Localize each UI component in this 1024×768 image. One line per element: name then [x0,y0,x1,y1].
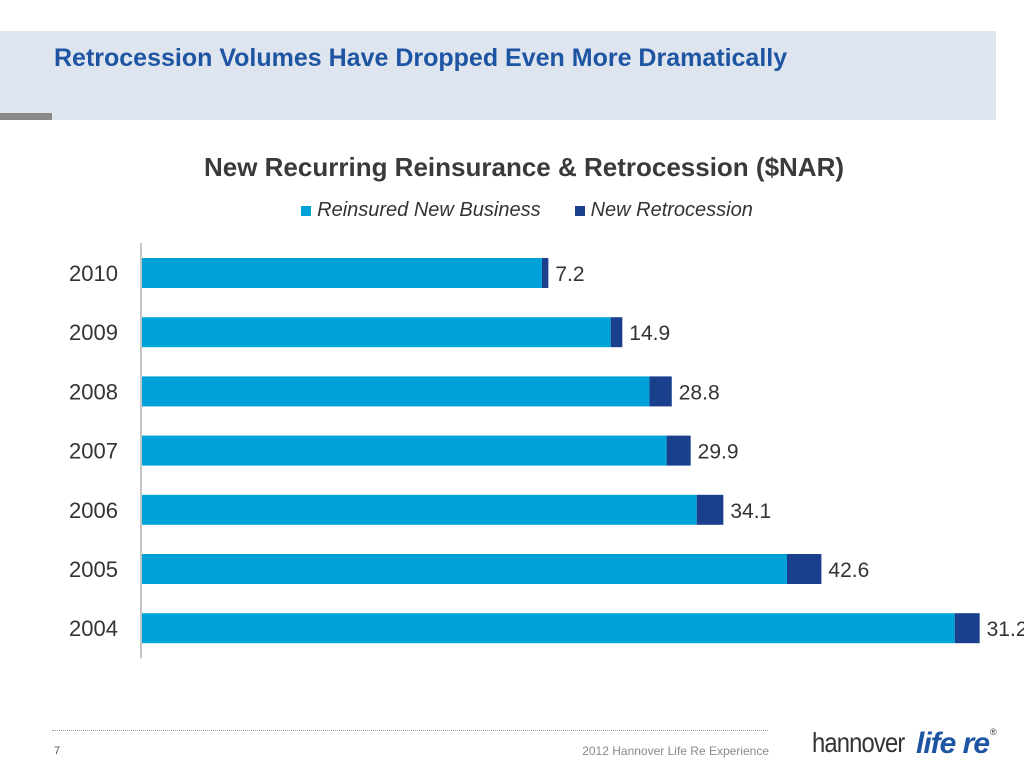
bar-reinsured-2009 [142,317,611,348]
data-label-2005: 42.6 [828,559,869,582]
legend-swatch-retrocession [574,205,585,216]
bar-retrocession-2008 [649,376,672,407]
title-band [0,31,996,120]
legend-item-retrocession: New Retrocession [574,199,753,222]
bar-retrocession-2009 [610,317,623,348]
bar-reinsured-2008 [142,376,650,407]
category-label-2005: 2005 [69,557,118,582]
bar-retrocession-2005 [787,554,822,584]
category-label-2004: 2004 [69,616,118,641]
legend-label-reinsured: Reinsured New Business [317,199,541,221]
page-number: 7 [54,745,61,757]
chart-legend: Reinsured New Business New Retrocession [0,199,1024,222]
logo-word-life-re: life re [916,727,990,760]
legend-swatch-reinsured [301,205,312,216]
data-label-2008: 28.8 [679,381,720,404]
bar-retrocession-2010 [541,258,549,288]
category-label-2009: 2009 [69,320,118,345]
legend-item-reinsured: Reinsured New Business [301,199,541,222]
bar-retrocession-2007 [666,435,691,466]
bar-reinsured-2006 [142,494,697,525]
logo-word-hannover: hannover [812,727,905,758]
bar-reinsured-2004 [142,613,955,644]
bar-retrocession-2006 [696,494,724,525]
data-label-2006: 34.1 [730,500,771,523]
footer-event-text: 2012 Hannover Life Re Experience [582,744,769,758]
data-label-2004: 31.2 [987,618,1024,641]
slide-title: Retrocession Volumes Have Dropped Even M… [54,44,788,72]
bar-reinsured-2007 [142,435,667,466]
bar-reinsured-2010 [142,258,542,288]
logo-registered-mark: ® [990,727,997,737]
category-label-2006: 2006 [69,498,118,523]
data-label-2007: 29.9 [698,441,739,464]
legend-label-retrocession: New Retrocession [590,199,753,221]
company-logo: hannover life re ® [812,727,997,761]
bar-reinsured-2005 [142,554,787,584]
category-label-2008: 2008 [69,379,118,404]
data-label-2009: 14.9 [629,322,670,345]
chart-title: New Recurring Reinsurance & Retrocession… [203,152,845,182]
data-label-2010: 7.2 [555,263,584,286]
category-label-2010: 2010 [69,261,118,286]
footer-divider [52,730,768,731]
title-accent-bar [0,113,52,120]
bar-chart: 2010 7.2 2009 14.9 2008 28.8 2007 29.9 2006 34.1 2… [69,243,1024,659]
category-label-2007: 2007 [69,439,118,464]
bar-retrocession-2004 [954,613,980,644]
